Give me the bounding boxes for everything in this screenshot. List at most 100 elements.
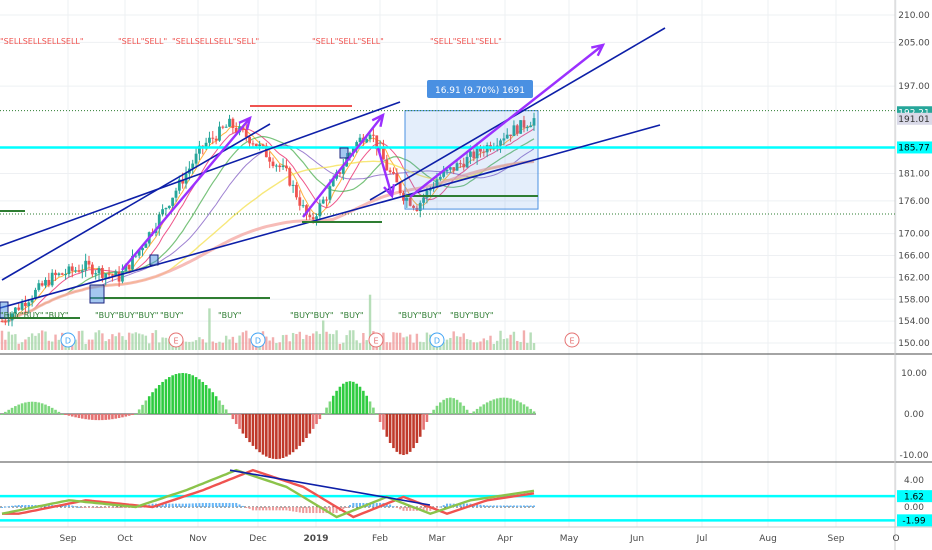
oscillator-bar	[234, 414, 238, 425]
macd-histogram-bar	[379, 502, 382, 507]
macd-histogram-bar	[285, 507, 288, 511]
volume-bar	[248, 338, 251, 350]
oscillator-bar	[479, 406, 482, 414]
macd-histogram-bar	[98, 507, 101, 509]
macd-histogram-bar	[509, 505, 512, 507]
time-tick-label: Sep	[60, 534, 77, 544]
oscillator-bar	[57, 411, 61, 414]
volume-bar	[305, 334, 308, 350]
macd-histogram-bar	[104, 507, 107, 509]
annotation-box	[0, 301, 9, 319]
candle-body	[208, 137, 211, 143]
macd-histogram-bar	[27, 504, 30, 507]
oscillator-bar	[50, 407, 54, 414]
volume-bar	[24, 339, 27, 350]
volume-bar	[479, 341, 482, 350]
volume-bar	[235, 342, 238, 350]
time-tick-label: Jul	[696, 534, 708, 544]
candle-body	[305, 205, 308, 215]
oscillator-bar	[124, 414, 128, 417]
macd-histogram-bar	[348, 504, 351, 507]
oscillator-bar	[218, 400, 221, 414]
volume-bar	[268, 340, 271, 350]
candle-body	[382, 146, 385, 160]
macd-histogram-bar	[238, 504, 241, 507]
oscillator-bar	[515, 400, 519, 414]
macd-histogram-bar	[332, 507, 335, 514]
price-tick-label: 158.00	[898, 295, 930, 305]
candle-body	[37, 283, 41, 290]
oscillator-bar	[214, 396, 218, 414]
volume-bar	[164, 337, 168, 350]
event-marker-label: D	[255, 337, 261, 346]
candle-body	[509, 134, 512, 137]
macd-histogram-bar	[512, 505, 515, 507]
macd-histogram-bar	[278, 507, 281, 511]
macd-histogram-bar	[171, 503, 174, 507]
candle-body	[442, 171, 446, 177]
candle-body	[228, 118, 231, 127]
candle-body	[131, 255, 134, 270]
macd-histogram-bar	[288, 507, 291, 511]
price-tick-label: 166.00	[898, 252, 930, 262]
candle-body	[428, 188, 432, 191]
oscillator-bar	[147, 396, 151, 414]
oscillator-bar	[462, 405, 466, 414]
time-tick-label: Aug	[759, 534, 777, 544]
macd-tag-label: -1.99	[902, 517, 926, 527]
macd-histogram-bar	[221, 502, 224, 507]
oscillator-bar	[171, 375, 174, 414]
macd-histogram-bar	[191, 503, 194, 507]
candle-body	[462, 163, 466, 168]
volume-bar	[97, 330, 101, 350]
macd-histogram-bar	[429, 507, 432, 511]
candle-body	[167, 205, 171, 209]
macd-histogram-bar	[205, 502, 208, 507]
candle-body	[40, 283, 44, 286]
oscillator-tick-label: 10.00	[901, 369, 927, 379]
candle-body	[80, 270, 84, 272]
macd-histogram-bar	[533, 505, 535, 507]
volume-bar	[204, 342, 208, 350]
oscillator-bar	[44, 404, 47, 414]
candle-body	[171, 197, 175, 206]
macd-histogram-bar	[118, 507, 121, 509]
price-tick-label: 162.00	[898, 273, 930, 283]
volume-bar	[472, 342, 475, 350]
oscillator-bar	[469, 414, 472, 415]
macd-line	[1, 468, 535, 519]
oscillator-bar	[375, 414, 379, 415]
candle-body	[455, 163, 459, 171]
volume-bar	[221, 342, 225, 350]
oscillator-bar	[30, 401, 34, 414]
macd-histogram-bar	[31, 504, 34, 507]
macd-histogram-bar	[47, 504, 50, 507]
macd-histogram-bar	[258, 507, 261, 511]
candle-body	[54, 272, 57, 276]
oscillator-bar	[221, 404, 225, 414]
macd-histogram-bar	[298, 507, 301, 513]
volume-bar	[117, 332, 121, 350]
candle-body	[519, 120, 523, 134]
buy-signal-label: "BUY"	[160, 311, 184, 320]
candle-body	[161, 209, 165, 215]
volume-bar	[368, 294, 372, 350]
candle-body	[107, 273, 111, 275]
candle-body	[308, 214, 312, 218]
candle-body	[448, 167, 452, 170]
oscillator-bar	[318, 414, 322, 420]
oscillator-bar	[325, 407, 328, 414]
volume-bar	[44, 331, 47, 350]
volume-bar	[87, 339, 91, 350]
oscillator-bar	[392, 414, 395, 449]
oscillator-bar	[485, 402, 489, 414]
macd-histogram-bar	[124, 507, 127, 509]
sell-signal-label: "SELL"SELL"SELL"	[312, 37, 384, 46]
oscillator-bar	[532, 411, 536, 414]
time-tick-label: Nov	[189, 534, 207, 544]
oscillator-bar	[328, 401, 332, 414]
macd-histogram-bar	[409, 507, 412, 511]
candle-body	[111, 274, 114, 276]
oscillator-bar	[425, 414, 429, 422]
